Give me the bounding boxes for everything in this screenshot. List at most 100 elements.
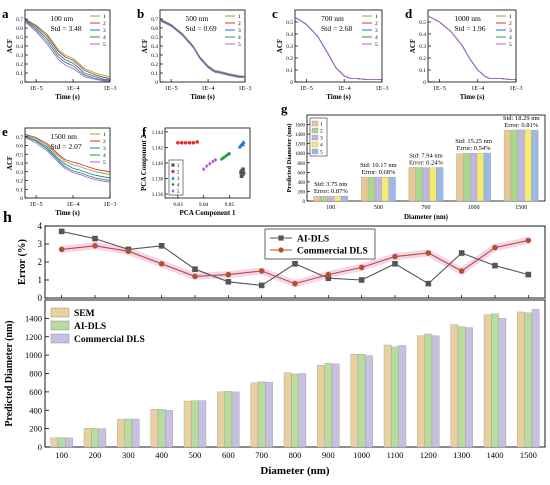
- panel-h-error-point: [158, 243, 165, 249]
- panel-d-x-tick-label: 1E−3: [509, 86, 522, 92]
- panel-d-y-tick-label: 0.3: [419, 44, 426, 50]
- panel-h-bar-series-commercial-dls: [465, 327, 473, 448]
- panel-g-bar-series-2: [320, 196, 328, 202]
- panel-g-y-tick-label: 1200: [295, 143, 306, 148]
- panel-c-y-tick-label: 0.4: [286, 32, 293, 38]
- panel-h-error-y-tick-label: 1: [38, 275, 43, 285]
- panel-f-point-series-4: [227, 151, 232, 156]
- panel-g-y-tick-label: 1600: [295, 124, 306, 129]
- panel-h-bar-series-commercial-dls: [231, 391, 240, 448]
- panel-b-y-tick-label: 0.5: [151, 35, 158, 41]
- panel-f-x-tick-label: 9.85: [225, 202, 235, 208]
- panel-c-x-tick-label: 1E−5: [300, 86, 313, 92]
- panel-g-bar-series-3: [422, 167, 430, 202]
- panel-h-x-tick-label: 400: [155, 450, 168, 460]
- panel-h-bar-y-tick-label: 1400: [25, 313, 42, 323]
- panel-d-x-label: Time (s): [460, 93, 485, 101]
- panel-a-y-tick-label: 0: [20, 80, 23, 86]
- panel-d-y-tick-label: 0.5: [419, 20, 426, 26]
- panel-c-y-tick-label: 0.1: [286, 68, 293, 74]
- panel-d-annotation: Std = 1.96: [454, 24, 485, 33]
- panel-h-x-tick-label: 700: [255, 450, 268, 460]
- panel-h-bar-series-ai-dls: [524, 312, 533, 448]
- panel-c-y-label: ACF: [276, 39, 284, 53]
- panel-g-bar-series-4: [524, 129, 532, 202]
- panel-g-annotation: Std: 10.17 nm: [360, 162, 397, 169]
- panel-h-bar-series-ai-dls: [291, 373, 299, 448]
- panel-d-legend-label: 5: [509, 42, 512, 48]
- panel-h-bar-series-sem: [150, 409, 159, 448]
- panel-a-series-5: [24, 21, 110, 82]
- panel-g-legend-swatch: [311, 120, 319, 127]
- panel-a-annotation: 100 nm: [51, 14, 74, 23]
- panel-h-bar-y-tick-label: 200: [29, 424, 42, 434]
- panel-h-error-y-tick-label: 0: [38, 293, 43, 303]
- panel-h-bar-y-tick-label: 800: [29, 369, 42, 379]
- panel-e-y-label: ACF: [6, 156, 14, 170]
- panel-h-bar-series-ai-dls: [91, 428, 99, 448]
- panel-g-bar-series-5: [436, 167, 444, 202]
- panel-h-bar-series-commercial-dls: [531, 309, 540, 448]
- panel-d-y-tick-label: 0: [423, 80, 426, 86]
- panel-label-h: h: [3, 209, 12, 226]
- panel-a-series-1: [24, 18, 111, 78]
- panel-f-legend-marker: [171, 182, 175, 187]
- panel-c-legend-label: 4: [375, 35, 378, 41]
- panel-h-x-tick-label: 900: [322, 450, 335, 460]
- panel-b-annotation: Std = 0.69: [186, 24, 217, 33]
- panel-d-series-5: [427, 15, 516, 81]
- panel-e-y-tick-label: 0.1: [16, 187, 23, 193]
- panel-g-y-label: Predicted Diameter (nm): [286, 123, 293, 192]
- panel-g-annotation: Error: 0.81%: [504, 122, 539, 129]
- panel-b-x-tick-label: 1E−5: [165, 86, 178, 92]
- panel-g-bar-series-1: [503, 130, 512, 202]
- panel-a-x-tick-label: 1E−3: [103, 86, 116, 92]
- panel-f-point-series-2: [191, 140, 196, 145]
- panel-f-legend-marker: [171, 169, 175, 174]
- panel-h-error-point: [492, 244, 498, 251]
- panel-g-annotation: Error: 0.68%: [361, 169, 396, 176]
- panel-b-y-tick-label: 0: [155, 80, 158, 86]
- panel-f-point-series-3: [241, 139, 246, 144]
- panel-g-bar-series-4: [476, 153, 485, 202]
- panel-b-series-1: [159, 18, 246, 78]
- panel-e-legend-label: 3: [103, 146, 106, 152]
- panel-h-error-point: [225, 271, 232, 278]
- panel-h-x-tick-label: 200: [89, 450, 102, 460]
- panel-a-legend-label: 3: [103, 28, 106, 34]
- panel-a-legend-label: 4: [103, 35, 106, 41]
- panel-h-x-tick-label: 300: [122, 450, 135, 460]
- panel-h-error-point: [58, 228, 65, 235]
- panel-h-bar-legend-swatch: [50, 320, 70, 331]
- panel-f-point-series-1: [241, 171, 246, 175]
- panel-g-legend-label: 1: [320, 122, 323, 128]
- panel-b-annotation: 500 nm: [186, 14, 209, 23]
- panel-label-a: a: [2, 6, 9, 21]
- panel-a-legend-label: 1: [103, 14, 106, 20]
- panel-g-bar-series-1: [361, 177, 369, 202]
- panel-h-bar-series-commercial-dls: [431, 335, 440, 448]
- panel-e-y-tick-label: 0: [20, 196, 23, 202]
- panel-h-error-y-tick-label: 2: [38, 257, 43, 267]
- panel-label-f: f: [142, 124, 147, 139]
- panel-d-legend-label: 2: [509, 21, 512, 27]
- panel-h-bar-series-sem: [217, 391, 225, 448]
- panel-g-bar-series-3: [374, 176, 382, 202]
- panel-d-legend-label: 1: [509, 14, 512, 20]
- panel-h-error-point: [358, 264, 365, 271]
- panel-e-y-tick-label: 0.2: [16, 179, 23, 185]
- panel-e-series-1: [24, 134, 111, 175]
- panel-e-legend-label: 2: [103, 139, 106, 145]
- panel-h-error-point: [292, 280, 298, 287]
- panel-f-point-series-5: [208, 161, 212, 166]
- panel-e-y-tick-label: 0.4: [16, 161, 23, 167]
- panel-h-error-point: [192, 266, 198, 272]
- panel-c-x-tick-label: 1E−3: [375, 86, 388, 92]
- panel-h-x-tick-label: 1200: [420, 450, 437, 460]
- panel-h-bar-series-commercial-dls: [331, 363, 340, 448]
- panel-e-x-tick-label: 1E−5: [30, 202, 43, 208]
- panel-g-bar-series-3: [517, 129, 525, 202]
- panel-f-point-series-2: [179, 140, 184, 145]
- panel-h-x-label: Diameter (nm): [260, 465, 329, 477]
- panel-d-annotation: 1000 nm: [454, 14, 481, 23]
